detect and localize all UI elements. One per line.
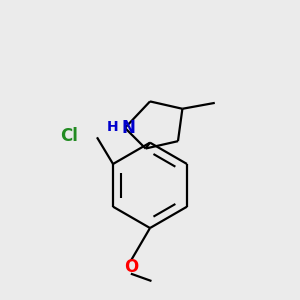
Text: Cl: Cl: [60, 127, 78, 145]
Text: O: O: [124, 258, 138, 276]
Text: N: N: [122, 119, 135, 137]
Text: H: H: [107, 120, 118, 134]
